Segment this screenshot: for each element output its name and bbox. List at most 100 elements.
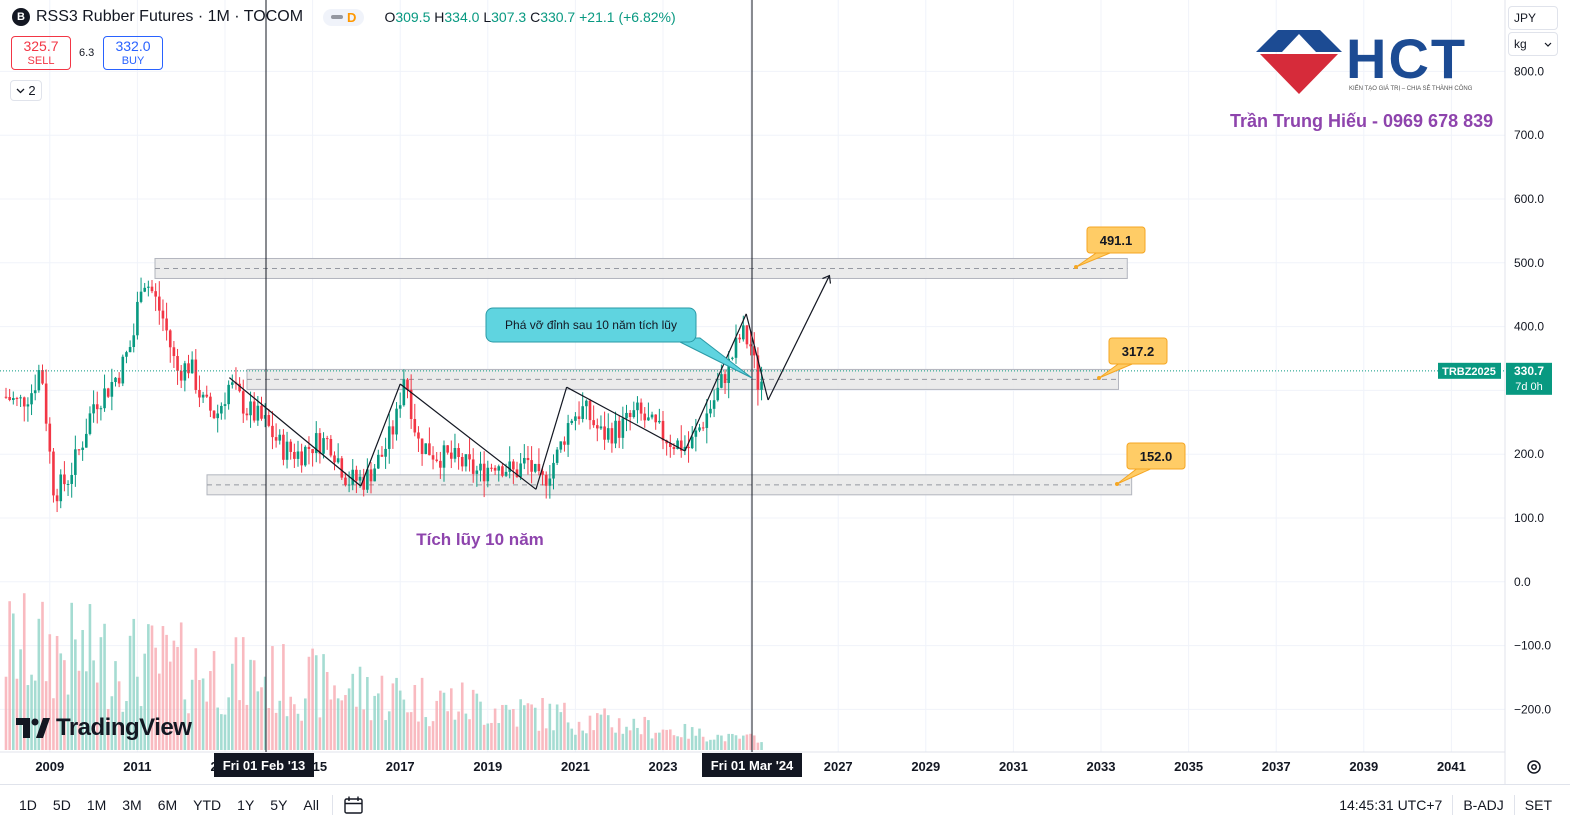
- symbol-icon[interactable]: B: [12, 8, 30, 26]
- candle-body: [366, 469, 369, 490]
- candle-body: [709, 408, 712, 414]
- volume-bar: [614, 732, 617, 750]
- candle-body: [344, 477, 347, 485]
- candle-body: [150, 286, 154, 292]
- volume-bar: [439, 690, 442, 750]
- candle-body: [428, 443, 431, 456]
- clock-readout[interactable]: 14:45:31 UTC+7: [1339, 797, 1443, 813]
- crosshair-time-label: Fri 01 Mar '24: [711, 758, 794, 773]
- candle-body: [252, 401, 256, 421]
- candle-body: [216, 413, 219, 419]
- tradingview-watermark[interactable]: TradingView: [16, 714, 192, 742]
- volume-bar: [391, 683, 395, 750]
- volume-bar: [194, 648, 198, 750]
- volume-bar: [293, 704, 296, 750]
- buy-button[interactable]: 332.0 BUY: [103, 36, 163, 70]
- current-price-label: 330.7: [1514, 364, 1544, 378]
- timeframe-ytd[interactable]: YTD: [193, 797, 222, 813]
- candle-body: [282, 434, 285, 460]
- calendar-range-icon[interactable]: [343, 795, 365, 815]
- candle-body: [669, 443, 672, 447]
- timeframe-5y[interactable]: 5Y: [270, 797, 288, 813]
- volume-bar: [694, 735, 698, 750]
- timeframe-1y[interactable]: 1Y: [237, 797, 255, 813]
- candle-body: [260, 405, 263, 419]
- timeframe-all[interactable]: All: [303, 797, 319, 813]
- volume-bar: [431, 721, 435, 750]
- price-tick-label: 800.0: [1514, 64, 1544, 78]
- price-tick-label: 100.0: [1514, 511, 1544, 525]
- candle-body: [712, 400, 716, 409]
- volume-bar: [639, 734, 643, 750]
- candle-body: [322, 438, 325, 454]
- symbol-title[interactable]: RSS3 Rubber Futures · 1M · TOCOM: [36, 8, 304, 25]
- candle-body: [515, 469, 519, 477]
- candle-body: [81, 447, 84, 450]
- candle-body: [103, 388, 106, 409]
- volume-bar: [307, 656, 311, 750]
- volume-bar: [486, 723, 490, 750]
- volume-bar: [712, 739, 716, 750]
- volume-bar: [176, 646, 179, 750]
- candle-body: [519, 463, 522, 477]
- volume-bar: [512, 709, 515, 750]
- candle-body: [4, 396, 8, 398]
- candle-body: [533, 463, 537, 472]
- volume-bar: [585, 733, 588, 750]
- candle-body: [263, 415, 267, 419]
- candle-body: [355, 469, 358, 481]
- currency-select[interactable]: JPY: [1508, 6, 1558, 30]
- candle-body: [490, 467, 493, 469]
- timeframe-5d[interactable]: 5D: [52, 797, 71, 813]
- candle-body: [52, 451, 55, 496]
- price-tick-label: 600.0: [1514, 192, 1544, 206]
- candle-body: [245, 413, 249, 416]
- volume-bar: [435, 700, 438, 750]
- adjust-toggle[interactable]: B-ADJ: [1463, 797, 1504, 813]
- volume-bar: [734, 735, 738, 750]
- volume-bar: [738, 738, 741, 750]
- candle-body: [632, 410, 636, 418]
- volume-bar: [705, 741, 709, 750]
- volume-bar: [154, 647, 157, 750]
- volume-bar: [15, 678, 19, 750]
- candle-body: [760, 381, 763, 390]
- volume-bar: [179, 622, 183, 750]
- volume-bar: [373, 695, 376, 750]
- crosshair-time-label: Fri 01 Feb '13: [223, 758, 306, 773]
- volume-bar: [183, 699, 187, 750]
- volume-bar: [654, 732, 657, 750]
- time-tick-label: 2017: [386, 759, 415, 774]
- volume-bar: [482, 724, 486, 750]
- toolbar-divider: [1452, 795, 1454, 815]
- chart-type-pill[interactable]: D: [323, 8, 365, 26]
- unit-select[interactable]: kg: [1508, 32, 1558, 56]
- session-toggle[interactable]: SET: [1524, 797, 1552, 813]
- time-tick-label: 2033: [1087, 759, 1116, 774]
- volume-bar: [398, 690, 402, 750]
- timeframe-6m[interactable]: 6M: [157, 797, 178, 813]
- volume-bar: [548, 703, 552, 750]
- volume-bar: [566, 722, 570, 750]
- candle-body: [552, 462, 555, 479]
- timeframe-3m[interactable]: 3M: [122, 797, 142, 813]
- settings-gear-icon[interactable]: [1524, 757, 1544, 777]
- timeframe-1d[interactable]: 1D: [19, 797, 37, 813]
- volume-bar: [544, 728, 548, 750]
- volume-bar: [245, 704, 249, 750]
- candle-body: [205, 394, 209, 397]
- volume-bar: [223, 714, 227, 750]
- indicators-toggle[interactable]: 2: [10, 80, 42, 101]
- callout-box: [1086, 226, 1146, 254]
- candle-body: [690, 436, 694, 449]
- volume-bar: [450, 688, 453, 750]
- timeframe-1m[interactable]: 1M: [86, 797, 107, 813]
- volume-bar: [88, 604, 92, 750]
- volume-bar: [132, 618, 136, 750]
- countdown-label: 7d 0h: [1515, 381, 1543, 393]
- sell-button[interactable]: 325.7 SELL: [11, 36, 71, 70]
- toolbar-divider: [1513, 795, 1515, 815]
- volume-bar: [63, 660, 66, 750]
- candle-body: [442, 445, 446, 468]
